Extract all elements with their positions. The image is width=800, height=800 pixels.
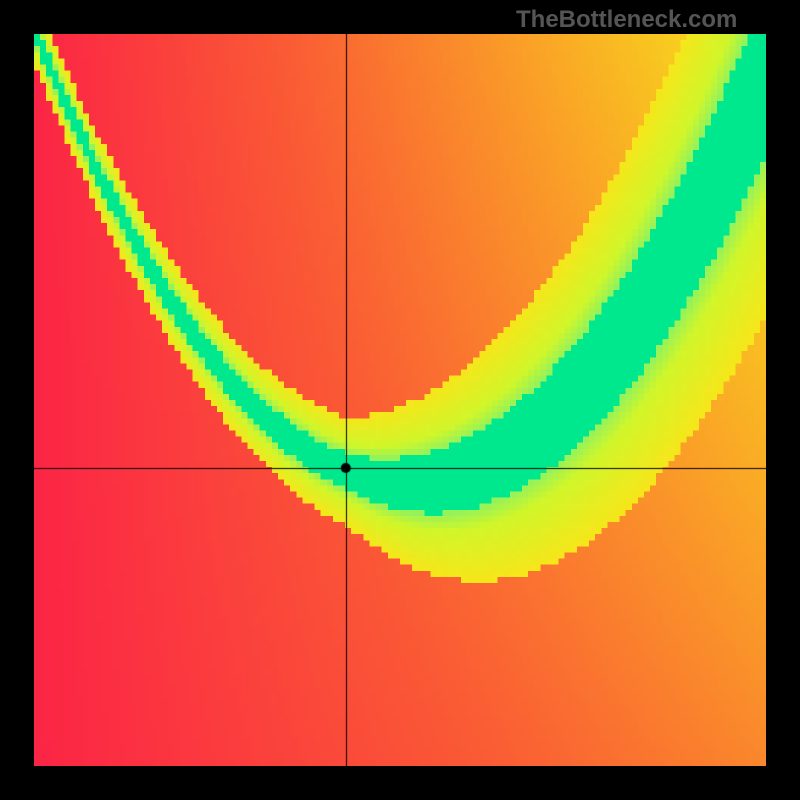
chart-container: TheBottleneck.com [0, 0, 800, 800]
watermark-text: TheBottleneck.com [516, 6, 737, 34]
bottleneck-heatmap [34, 34, 766, 766]
